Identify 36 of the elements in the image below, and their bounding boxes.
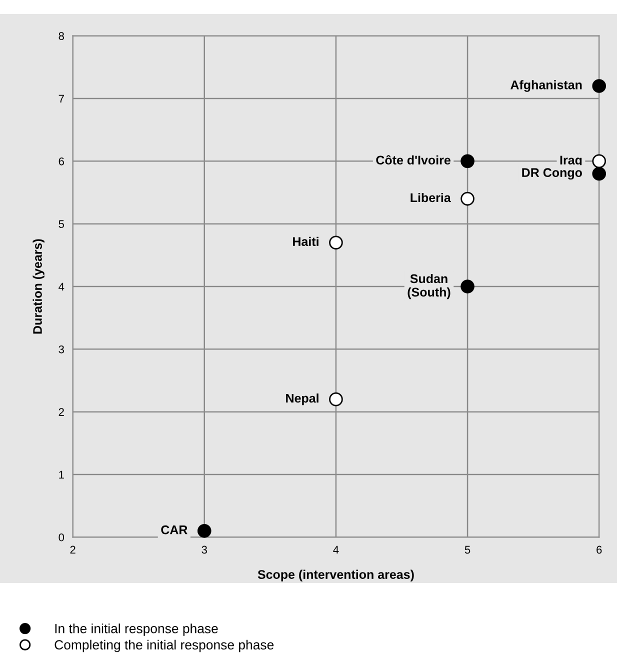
y-tick-label: 1: [59, 470, 64, 479]
x-tick-label: 6: [596, 546, 602, 554]
y-tick-label: 6: [58, 157, 64, 166]
x-tick-label: 4: [333, 546, 339, 554]
point: [329, 392, 343, 406]
point: [460, 154, 474, 168]
annotation: Liberia: [410, 192, 451, 202]
point: [329, 236, 343, 250]
point: [460, 280, 474, 294]
annotation: Haiti: [293, 236, 318, 246]
annotation: Afghanistan: [510, 80, 582, 92]
annotation: Iraq: [560, 156, 582, 168]
y-tick-label: 0: [58, 533, 64, 542]
point: [197, 524, 212, 538]
annotation: Sudan (South): [408, 274, 450, 300]
legend-label: In the initial response phase: [55, 624, 218, 636]
x-axis-title: Scope (intervention areas): [258, 570, 414, 582]
annotation: DR Congo: [522, 168, 582, 180]
point: [460, 192, 474, 206]
x-tick-label: 2: [70, 546, 76, 554]
y-tick-label: 5: [58, 220, 64, 228]
y-axis-title: Duration (years): [32, 239, 44, 334]
x-tick-label: 3: [202, 546, 207, 554]
y-tick-label: 4: [58, 282, 64, 291]
point: [592, 166, 606, 181]
annotation: Nepal: [286, 393, 318, 406]
y-tick-label: 7: [58, 94, 64, 103]
y-tick-label: 3: [58, 345, 64, 354]
point: [592, 79, 606, 93]
y-tick-label: 8: [58, 32, 64, 40]
y-tick-label: 2: [58, 408, 64, 416]
legend-label: Completing the initial response phase: [54, 640, 274, 652]
x-tick-label: 5: [464, 546, 470, 554]
annotation: CAR: [161, 525, 188, 534]
annotation: Côte d'Ivoire: [376, 155, 450, 165]
point: [592, 154, 606, 168]
